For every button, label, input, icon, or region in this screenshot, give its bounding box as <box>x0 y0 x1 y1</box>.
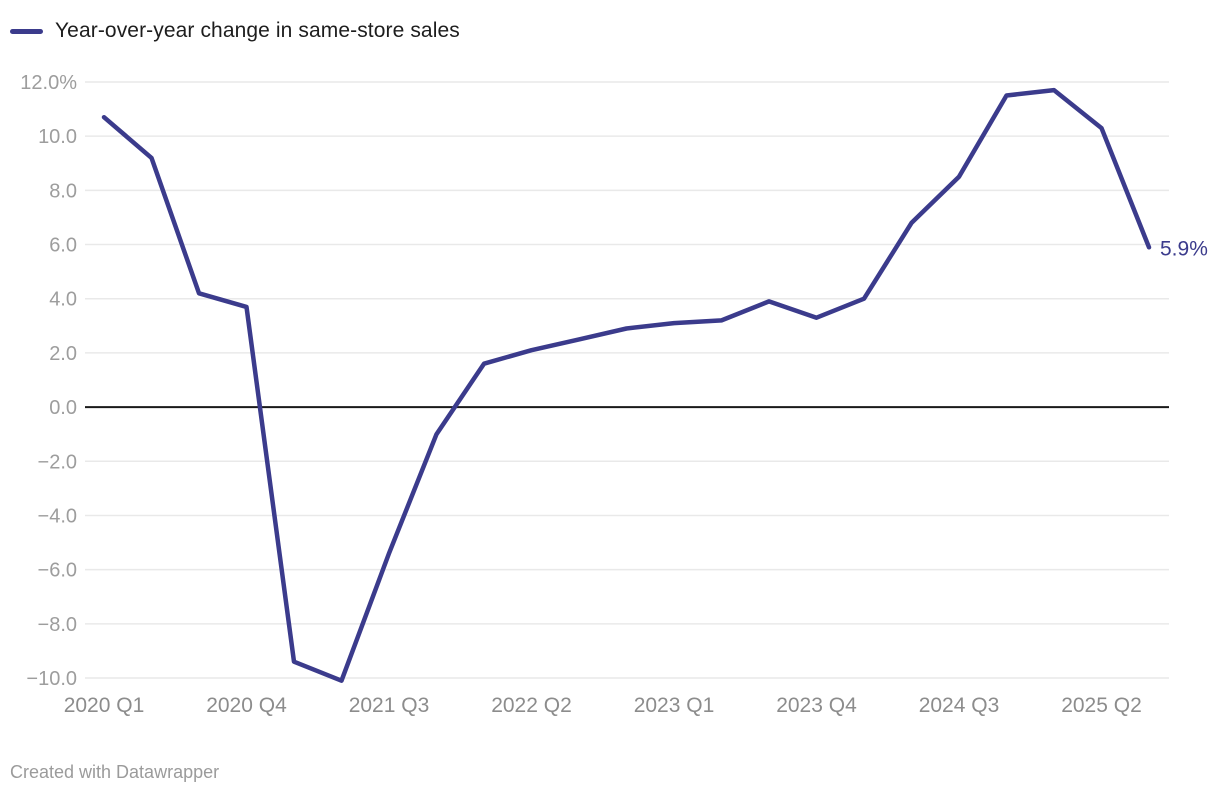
datawrapper-credit: Created with Datawrapper <box>10 762 220 782</box>
end-value-label: 5.9% <box>1160 237 1208 260</box>
chart-legend: Year-over-year change in same-store sale… <box>10 18 460 44</box>
legend-line-swatch <box>10 28 43 34</box>
y-tick-label: 8.0 <box>49 180 77 202</box>
x-tick-label: 2020 Q1 <box>64 694 145 717</box>
y-tick-label: 0.0 <box>49 397 77 419</box>
y-tick-label: 4.0 <box>49 289 77 311</box>
series-line <box>101 87 1152 683</box>
x-tick-label: 2021 Q3 <box>349 694 430 717</box>
y-tick-label: −8.0 <box>38 614 77 636</box>
x-tick-label: 2022 Q2 <box>491 694 572 717</box>
x-tick-label: 2023 Q1 <box>634 694 715 717</box>
x-tick-label: 2020 Q4 <box>206 694 287 717</box>
y-tick-label: −4.0 <box>38 505 77 527</box>
y-tick-label: 10.0 <box>38 126 77 148</box>
y-tick-label: −2.0 <box>38 451 77 473</box>
legend-label: Year-over-year change in same-store sale… <box>55 19 460 42</box>
y-tick-label: −6.0 <box>38 560 77 582</box>
x-tick-label: 2023 Q4 <box>776 694 857 717</box>
y-tick-label: 6.0 <box>49 235 77 257</box>
x-tick-label: 2024 Q3 <box>919 694 1000 717</box>
x-tick-label: 2025 Q2 <box>1061 694 1142 717</box>
y-tick-label: −10.0 <box>26 668 77 690</box>
y-tick-label: 12.0% <box>20 72 77 94</box>
y-tick-label: 2.0 <box>49 343 77 365</box>
